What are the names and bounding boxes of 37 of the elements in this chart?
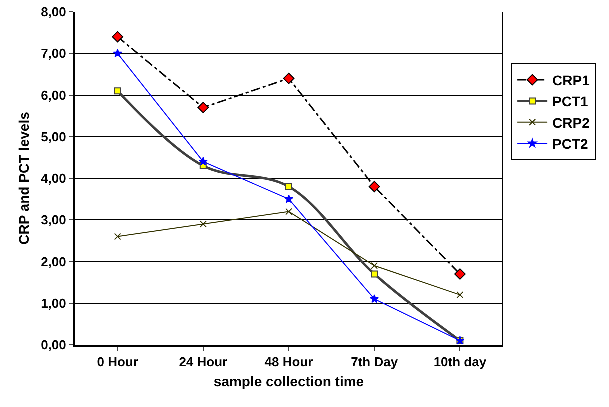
x-tick-label: 24 Hour bbox=[179, 354, 228, 370]
y-tick-label: 1,00 bbox=[41, 296, 66, 311]
x-tick-label: 7th Day bbox=[351, 354, 399, 370]
legend-label: CRP2 bbox=[552, 114, 590, 131]
x-tick-label: 0 Hour bbox=[97, 354, 138, 370]
legend-label: CRP1 bbox=[552, 72, 590, 88]
point bbox=[286, 208, 292, 216]
point bbox=[112, 31, 124, 43]
point bbox=[198, 102, 210, 114]
point bbox=[454, 268, 466, 280]
legend-label: PCT2 bbox=[552, 136, 589, 152]
point bbox=[114, 88, 122, 95]
x-tick-label: 48 Hour bbox=[264, 354, 314, 370]
y-tick-label: 8,00 bbox=[41, 4, 66, 20]
y-tick-label: 7,00 bbox=[41, 46, 66, 62]
y-tick-label: 5,00 bbox=[41, 129, 66, 144]
y-tick-label: 3,00 bbox=[41, 212, 66, 228]
point bbox=[284, 194, 294, 204]
point bbox=[198, 157, 208, 166]
legend-label: PCT1 bbox=[552, 94, 589, 110]
point bbox=[283, 72, 295, 84]
point bbox=[370, 294, 380, 304]
y-axis-title: CRP and PCT levels bbox=[16, 112, 32, 245]
y-tick-label: 0,00 bbox=[41, 338, 66, 353]
y-tick-label: 6,00 bbox=[41, 88, 66, 103]
point bbox=[371, 262, 378, 270]
point bbox=[286, 183, 292, 190]
x-axis-title: sample collection time bbox=[214, 373, 364, 390]
point bbox=[456, 292, 464, 299]
point bbox=[114, 233, 122, 240]
point bbox=[371, 270, 378, 278]
x-tick-label: 10th day bbox=[434, 354, 488, 370]
point bbox=[113, 48, 122, 58]
point bbox=[200, 220, 207, 228]
point bbox=[368, 181, 380, 193]
y-tick-label: 4,00 bbox=[41, 171, 66, 186]
y-tick-label: 2,00 bbox=[41, 254, 66, 270]
